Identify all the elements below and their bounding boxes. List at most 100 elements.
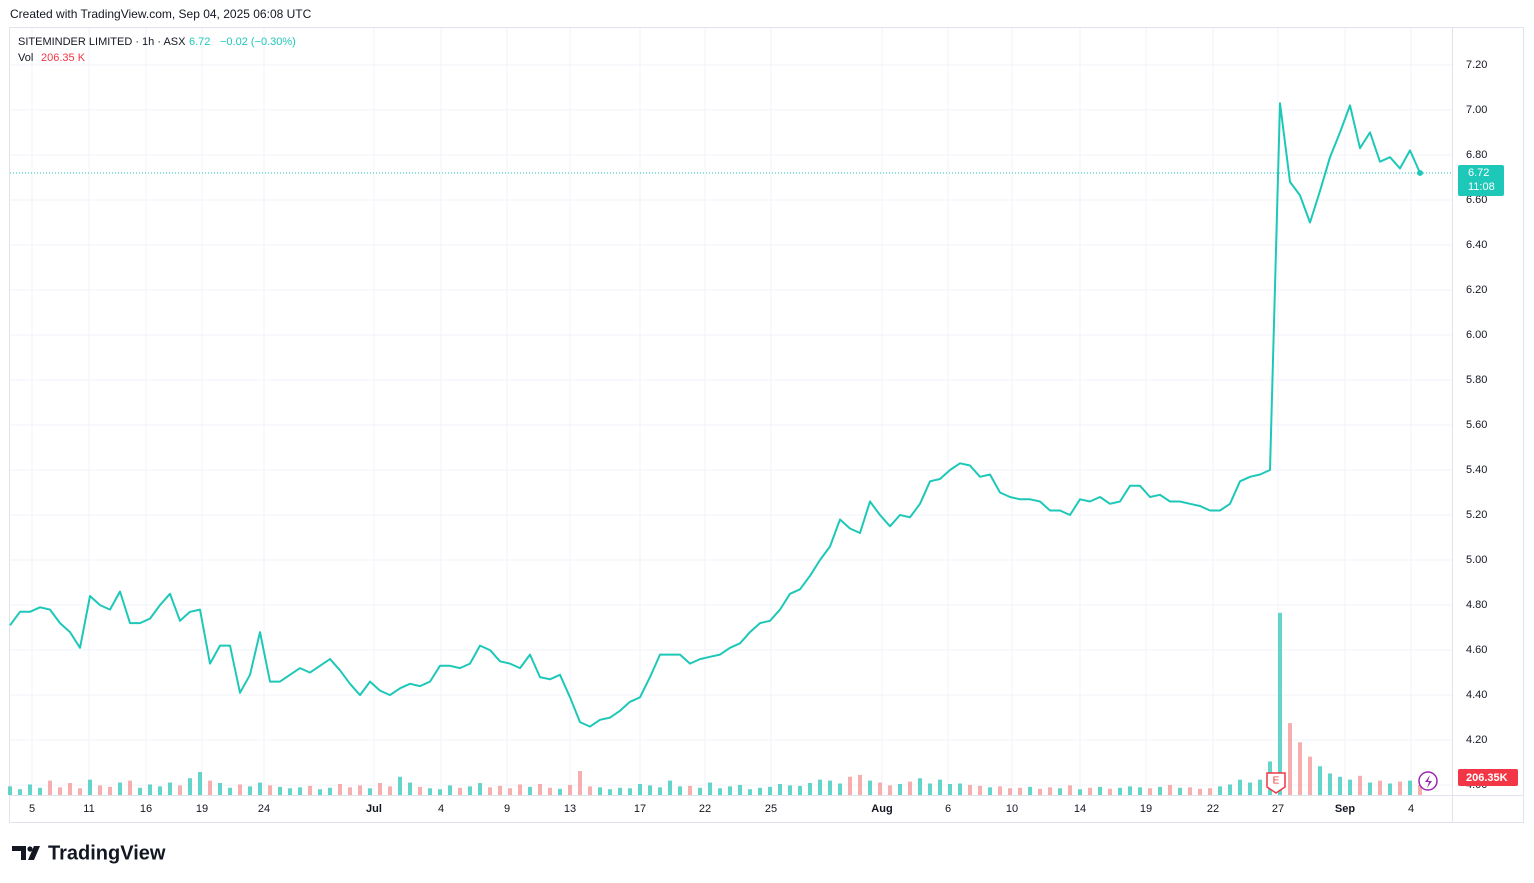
volume-bar <box>678 786 682 795</box>
volume-bar <box>28 784 32 795</box>
volume-bar <box>8 786 12 795</box>
volume-bar <box>328 787 332 795</box>
volume-bar <box>448 785 452 795</box>
plot <box>9 102 1452 728</box>
volume-bar <box>1408 780 1412 795</box>
y-tick-label: 4.40 <box>1466 689 1487 701</box>
volume-bar <box>1358 775 1362 795</box>
y-tick-label: 5.60 <box>1466 419 1487 431</box>
volume-bar <box>98 785 102 795</box>
x-tick-label: 24 <box>258 803 270 815</box>
x-tick-label: 4 <box>438 803 444 815</box>
volume-bar <box>498 785 502 795</box>
volume-bar <box>18 789 22 795</box>
volume-bar <box>168 782 172 795</box>
y-tick-label: 5.00 <box>1466 554 1487 566</box>
volume-bar <box>1378 780 1382 795</box>
volume-bar <box>598 787 602 795</box>
volume-bar <box>218 783 222 795</box>
volume-bar <box>948 783 952 795</box>
volume-bar <box>928 783 932 795</box>
volume-bar <box>558 788 562 795</box>
volume-bar <box>588 786 592 795</box>
volume-bar <box>988 787 992 795</box>
y-tick-label: 4.60 <box>1466 644 1487 656</box>
volume-bar <box>1288 723 1292 795</box>
volume-bar <box>1038 788 1042 795</box>
volume-bar <box>108 786 112 795</box>
y-tick-label: 4.20 <box>1466 734 1487 746</box>
volume-bar <box>118 782 122 795</box>
volume-bar <box>708 782 712 795</box>
volume-bar <box>48 780 52 795</box>
volume-bar <box>658 787 662 795</box>
volume-bar <box>938 779 942 795</box>
volume-bar <box>358 785 362 795</box>
logo-dot <box>27 846 33 852</box>
volume-bar <box>68 783 72 795</box>
volume-bar <box>308 785 312 795</box>
volume-bar <box>1138 787 1142 795</box>
volume-bar <box>968 784 972 795</box>
volume-bar <box>508 788 512 795</box>
volume-bar <box>868 780 872 795</box>
y-tick-label: 5.20 <box>1466 509 1487 521</box>
volume-bar <box>1368 782 1372 795</box>
x-tick-label: 25 <box>765 803 777 815</box>
volume-bar <box>1098 786 1102 795</box>
y-tick-label: 6.60 <box>1466 194 1487 206</box>
volume-bar <box>528 786 532 795</box>
x-tick-label: 5 <box>29 803 35 815</box>
volume-bar <box>1168 784 1172 795</box>
volume-bar <box>808 783 812 795</box>
volume-bar <box>1248 782 1252 795</box>
volume-bar <box>788 785 792 795</box>
volume-bar <box>458 787 462 795</box>
x-tick-label: 27 <box>1272 803 1284 815</box>
y-tick-label: 5.80 <box>1466 374 1487 386</box>
volume-bar <box>748 789 752 795</box>
y-tick-label: 5.40 <box>1466 464 1487 476</box>
chart-frame <box>9 27 1524 823</box>
volume-value: 206.35 K <box>41 52 86 64</box>
volume-bars <box>8 612 1422 795</box>
volume-bar <box>1068 785 1072 795</box>
volume-bar <box>438 789 442 795</box>
x-tick-label: Sep <box>1335 803 1355 815</box>
x-tick-label: 13 <box>564 803 576 815</box>
volume-bar <box>638 783 642 795</box>
volume-bar <box>698 787 702 795</box>
y-tick-label: 7.00 <box>1466 104 1487 116</box>
x-tick-label: 19 <box>196 803 208 815</box>
volume-bar <box>738 784 742 795</box>
volume-bar <box>568 784 572 795</box>
x-tick-label: 22 <box>699 803 711 815</box>
volume-bar <box>1318 766 1322 795</box>
price-label: 6.72 <box>1468 167 1489 179</box>
volume-bar <box>648 785 652 795</box>
volume-title: Vol <box>18 52 33 64</box>
volume-bar <box>178 785 182 795</box>
y-tick-label: 4.80 <box>1466 599 1487 611</box>
volume-bar <box>1008 788 1012 795</box>
volume-bar <box>238 784 242 795</box>
volume-bar <box>1078 789 1082 795</box>
volume-bar <box>998 786 1002 795</box>
volume-bar <box>1278 612 1282 795</box>
x-tick-label: 4 <box>1408 803 1414 815</box>
volume-bar <box>798 785 802 795</box>
volume-bar <box>778 783 782 795</box>
volume-bar <box>1308 756 1312 795</box>
volume-bar <box>828 780 832 795</box>
x-tick-label: 16 <box>140 803 152 815</box>
volume-bar <box>668 780 672 795</box>
volume-bar <box>1238 779 1242 795</box>
price-label-box <box>1458 164 1504 196</box>
grid <box>10 28 1452 795</box>
volume-bar <box>888 785 892 795</box>
volume-label: 206.35K <box>1466 772 1508 784</box>
volume-bar <box>408 782 412 795</box>
volume-bar <box>1218 786 1222 795</box>
volume-bar <box>278 786 282 795</box>
volume-bar <box>578 771 582 795</box>
